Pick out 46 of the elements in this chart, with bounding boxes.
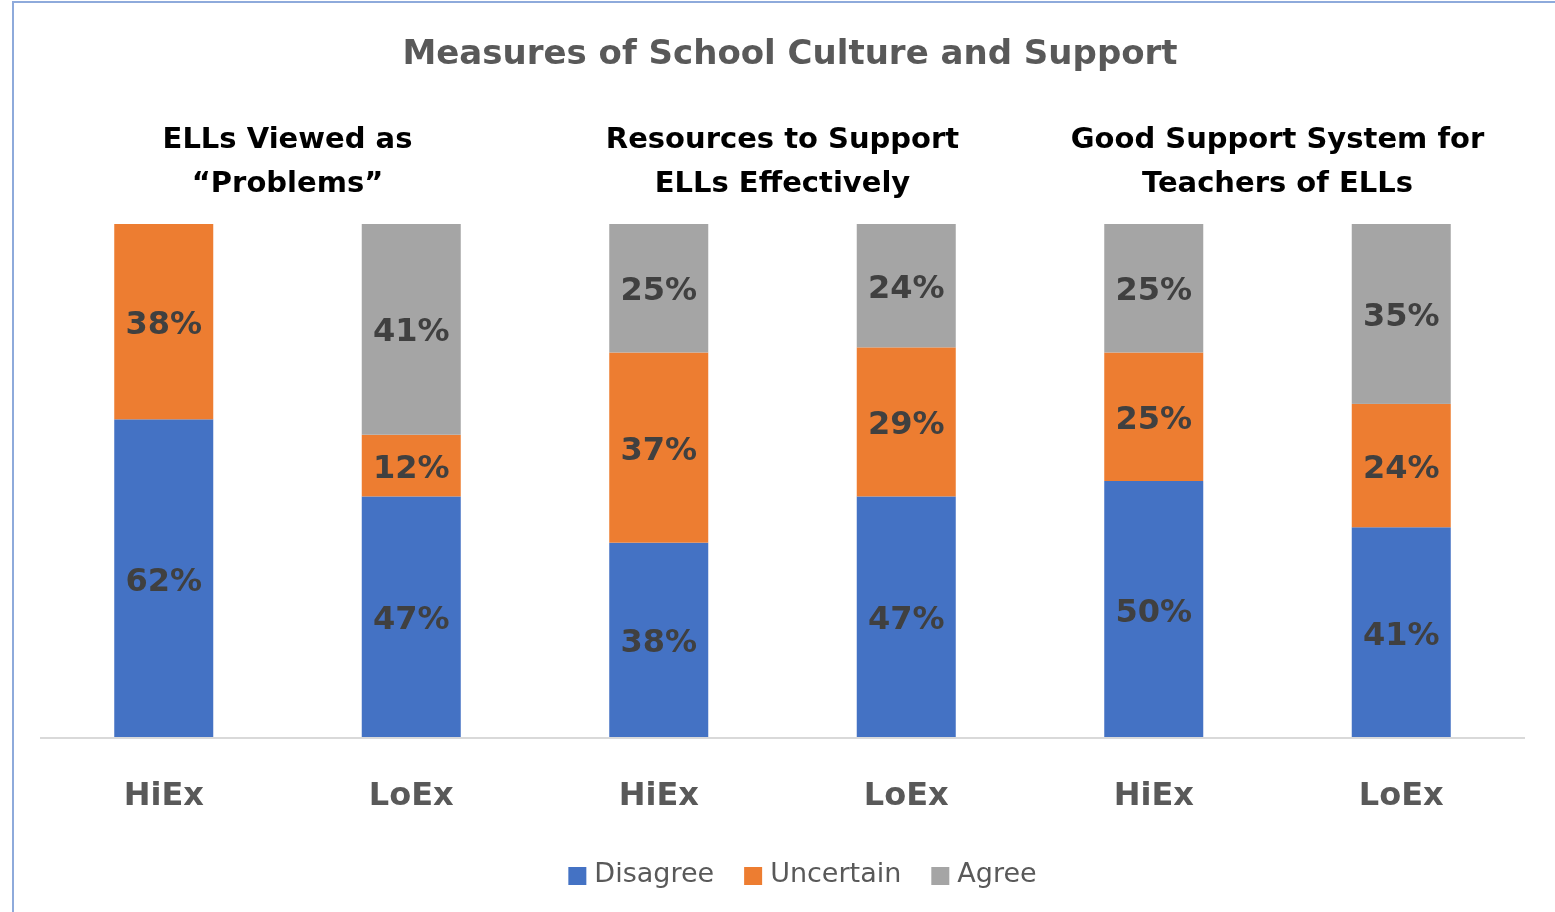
bar: [1351, 527, 1451, 738]
bar: [609, 224, 709, 353]
data-label: 35%: [1362, 295, 1440, 334]
data-label: 38%: [125, 303, 203, 342]
bar: [1104, 224, 1204, 353]
data-label: 41%: [1362, 614, 1440, 653]
bar: [609, 542, 709, 738]
bar: [856, 347, 956, 497]
data-label: 25%: [1115, 398, 1193, 437]
data-label: 24%: [867, 267, 945, 306]
bar: [609, 352, 709, 543]
data-label: 29%: [867, 403, 945, 442]
data-label: 12%: [372, 447, 450, 486]
data-label: 50%: [1115, 591, 1193, 630]
legend-label: Uncertain: [770, 857, 902, 888]
x-tick-label: HiEx: [1113, 775, 1195, 813]
x-tick-label: LoEx: [863, 775, 950, 813]
data-label: 62%: [125, 560, 203, 599]
bar: [856, 224, 956, 348]
bar: [1351, 403, 1451, 528]
bar: [114, 224, 214, 420]
text: ELLs Viewed as “Problems”: [162, 121, 413, 199]
data-label: 41%: [372, 311, 450, 350]
data-label: 25%: [620, 270, 698, 309]
bar: [856, 496, 956, 738]
data-label: 25%: [1115, 270, 1193, 309]
text: Resources to Support ELLs Effectively: [605, 121, 960, 199]
bar: [1351, 224, 1451, 404]
data-label: 24%: [1362, 447, 1440, 486]
text: Good Support System for Teachers of ELLs: [1070, 121, 1485, 199]
x-tick-label: LoEx: [1358, 775, 1445, 813]
bar: [114, 419, 214, 738]
x-tick-label: LoEx: [368, 775, 455, 813]
bar: [361, 496, 461, 738]
legend-label: Agree: [957, 857, 1037, 888]
data-label: 38%: [620, 622, 698, 661]
data-label: 47%: [372, 599, 450, 638]
data-label: 37%: [620, 429, 698, 468]
bar: [1104, 481, 1204, 738]
bar: [361, 224, 461, 435]
legend-label: Disagree: [594, 857, 715, 888]
x-tick-label: HiEx: [123, 775, 205, 813]
x-tick-label: HiEx: [618, 775, 700, 813]
data-label: 47%: [867, 599, 945, 638]
chart-title: Measures of School Culture and Support: [402, 32, 1178, 72]
bar: [1104, 352, 1204, 481]
